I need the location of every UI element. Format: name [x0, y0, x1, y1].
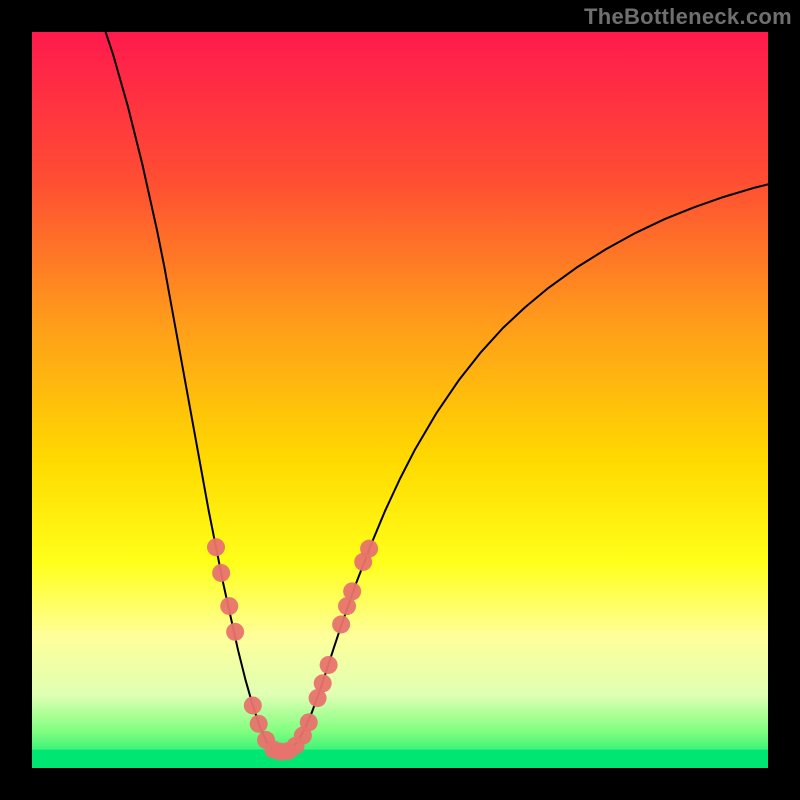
gradient-background	[32, 32, 768, 768]
marker-dot	[212, 564, 230, 582]
marker-dot	[320, 656, 338, 674]
chart-svg	[32, 32, 768, 768]
marker-dot	[207, 538, 225, 556]
marker-dot	[220, 597, 238, 615]
watermark-text: TheBottleneck.com	[584, 4, 792, 30]
marker-dot	[314, 674, 332, 692]
marker-dot	[250, 715, 268, 733]
marker-dot	[360, 540, 378, 558]
marker-dot	[343, 582, 361, 600]
marker-dot	[226, 623, 244, 641]
plot-area	[32, 32, 768, 768]
marker-dot	[300, 713, 318, 731]
marker-dot	[244, 696, 262, 714]
marker-dot	[332, 615, 350, 633]
bottom-green-band	[32, 750, 768, 768]
